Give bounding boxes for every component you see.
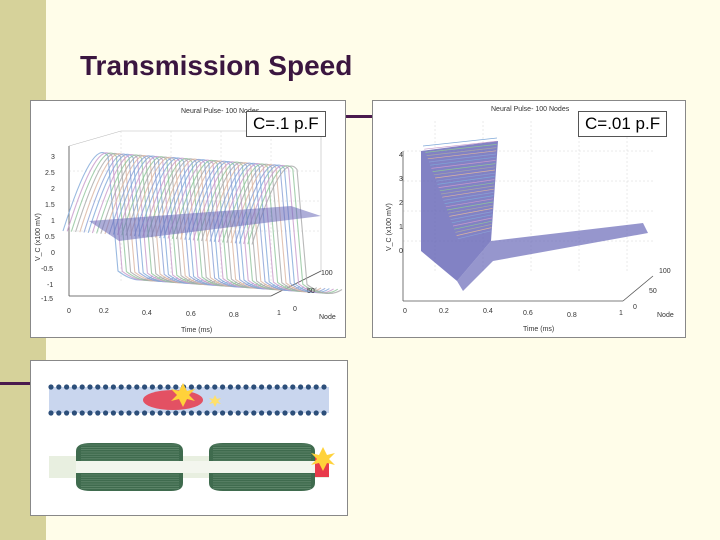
right-3d-plot: Neural Pulse- 100 Nodes 4 3 2 1 0 0 0.2 … — [386, 106, 674, 333]
y-tick: 50 — [649, 288, 657, 295]
right-plot-title: Neural Pulse- 100 Nodes — [491, 106, 570, 113]
z-tick: -0.5 — [41, 266, 53, 273]
slide-title: Transmission Speed — [80, 50, 353, 81]
right-caption: C=.01 p.F — [578, 111, 668, 137]
left-z-ticks: 3 2.5 2 1.5 1 0.5 0 -0.5 -1 -1.5 — [41, 154, 55, 303]
left-zlabel: V_C (x100 mV) — [35, 213, 42, 261]
left-x-ticks: 0 0.2 0.4 0.6 0.8 1 — [67, 308, 281, 319]
right-x-ticks: 0 0.2 0.4 0.6 0.8 1 — [403, 308, 623, 319]
y-tick: 100 — [659, 268, 671, 275]
z-tick: -1 — [47, 282, 53, 289]
z-tick: 1 — [399, 224, 403, 231]
z-tick: 1.5 — [45, 202, 55, 209]
axon-diagram-panel — [30, 360, 348, 516]
z-tick: 0 — [399, 248, 403, 255]
y-tick: 0 — [633, 304, 637, 311]
x-tick: 0.6 — [186, 311, 196, 318]
z-tick: 4 — [399, 152, 403, 159]
spark-icon — [311, 447, 335, 471]
x-tick: 0.8 — [229, 312, 239, 319]
x-tick: 1 — [619, 310, 623, 317]
spark-icon — [171, 383, 195, 407]
right-z-ticks: 4 3 2 1 0 — [399, 152, 403, 255]
x-tick: 0.2 — [99, 308, 109, 315]
x-tick: 0 — [403, 308, 407, 315]
z-tick: 0.5 — [45, 234, 55, 241]
z-tick: 3 — [51, 154, 55, 161]
left-surface — [62, 151, 343, 295]
axon-diagram — [48, 383, 335, 491]
x-tick: 0.6 — [523, 310, 533, 317]
left-3d-plot: Neural Pulse- 100 Nodes 3 2.5 2 1.5 1 0.… — [35, 108, 343, 334]
x-tick: 1 — [277, 310, 281, 317]
left-xlabel: Time (ms) — [181, 327, 212, 334]
right-surface — [422, 137, 498, 240]
y-tick: 100 — [321, 270, 333, 277]
title-rule-left — [0, 382, 46, 385]
z-tick: 0 — [51, 250, 55, 257]
right-xlabel: Time (ms) — [523, 326, 554, 333]
right-zlabel: V_C (x100 mV) — [386, 203, 393, 251]
z-tick: 1 — [51, 218, 55, 225]
spark-icon — [209, 395, 221, 407]
x-tick: 0.4 — [142, 310, 152, 317]
left-y-ticks: 100 50 0 — [293, 270, 333, 313]
left-plot-title: Neural Pulse- 100 Nodes — [181, 108, 260, 115]
unmyelinated-membrane — [48, 384, 327, 416]
x-tick: 0.4 — [483, 308, 493, 315]
left-caption: C=.1 p.F — [246, 111, 326, 137]
right-y-ticks: 100 50 0 — [633, 268, 671, 311]
y-tick: 0 — [293, 306, 297, 313]
right-plot-panel: Neural Pulse- 100 Nodes 4 3 2 1 0 0 0.2 … — [372, 100, 686, 338]
left-plot-panel: Neural Pulse- 100 Nodes 3 2.5 2 1.5 1 0.… — [30, 100, 346, 338]
z-tick: 2.5 — [45, 170, 55, 177]
z-tick: 3 — [399, 176, 403, 183]
x-tick: 0.8 — [567, 312, 577, 319]
right-ylabel: Node — [657, 312, 674, 319]
x-tick: 0 — [67, 308, 71, 315]
z-tick: 2 — [51, 186, 55, 193]
z-tick: -1.5 — [41, 296, 53, 303]
z-tick: 2 — [399, 200, 403, 207]
left-ylabel: Node — [319, 314, 336, 321]
y-tick: 50 — [307, 288, 315, 295]
x-tick: 0.2 — [439, 308, 449, 315]
title-rule-mid — [346, 115, 376, 118]
